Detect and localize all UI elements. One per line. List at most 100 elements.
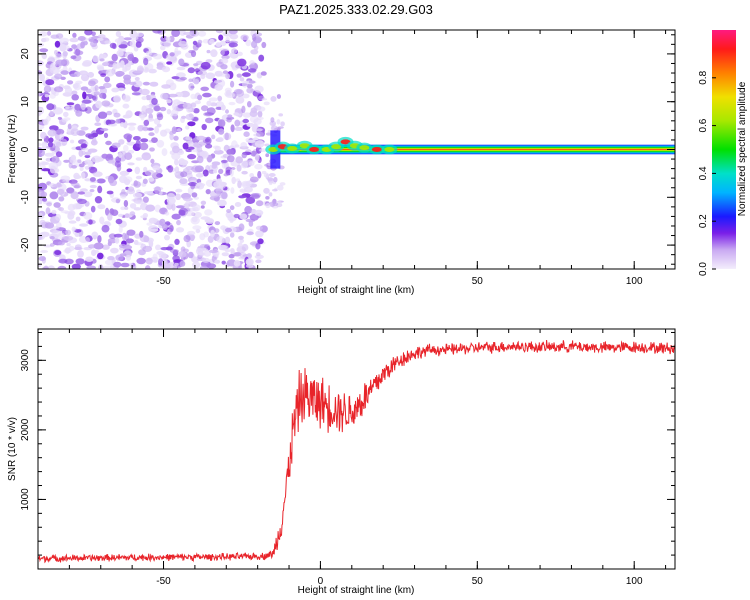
noise-cell <box>103 40 112 45</box>
noise-cell <box>67 123 72 130</box>
noise-cell <box>71 44 77 49</box>
noise-cell <box>142 126 150 132</box>
noise-cell <box>180 171 188 178</box>
noise-cell <box>59 37 69 44</box>
noise-cell <box>119 253 127 257</box>
noise-cell <box>239 252 247 259</box>
noise-cell <box>82 71 87 77</box>
noise-cell <box>115 118 121 124</box>
noise-cell <box>112 62 117 71</box>
noise-cell <box>221 260 226 265</box>
noise-cell <box>199 265 208 269</box>
noise-cell <box>240 142 248 148</box>
noise-cell <box>126 168 133 173</box>
noise-cell <box>60 210 69 214</box>
noise-cell <box>122 94 131 103</box>
spectrogram-heatmap <box>38 30 675 269</box>
noise-cell <box>218 34 224 41</box>
noise-cell <box>210 49 218 58</box>
noise-cell <box>93 91 101 96</box>
noise-cell <box>228 101 236 106</box>
noise-cell <box>99 92 106 99</box>
noise-cell <box>120 262 130 268</box>
noise-cell <box>225 73 231 80</box>
noise-cell <box>101 100 111 107</box>
noise-cell <box>261 41 267 49</box>
noise-cell <box>255 225 263 231</box>
noise-cell <box>104 76 111 83</box>
noise-cell <box>38 91 41 97</box>
noise-cell <box>251 194 260 200</box>
noise-cell <box>234 202 242 207</box>
noise-cell <box>209 102 218 107</box>
noise-cell <box>97 185 103 194</box>
noise-cell <box>166 61 173 65</box>
noise-cell <box>229 232 235 238</box>
noise-cell <box>208 97 219 102</box>
noise-cell <box>99 58 105 62</box>
noise-cell <box>263 187 270 194</box>
noise-cell <box>54 40 61 48</box>
noise-cell <box>184 210 195 217</box>
noise-cell <box>44 94 49 98</box>
noise-cell <box>129 211 136 216</box>
noise-cell <box>255 252 261 257</box>
noise-cell <box>80 126 89 131</box>
noise-cell <box>156 251 164 255</box>
noise-cell <box>145 265 151 269</box>
noise-cell <box>126 229 136 236</box>
noise-cell <box>270 96 277 102</box>
noise-cell <box>202 169 209 177</box>
noise-cell <box>150 158 155 164</box>
snr-panel: -50 0 50 100 1000 2000 3000 Height of straigh… <box>7 328 676 596</box>
noise-cell <box>119 60 125 68</box>
noise-cell <box>49 110 54 116</box>
noise-cell <box>63 235 74 241</box>
noise-cell <box>38 43 45 47</box>
snr-y-label: SNR (10 * v/v) <box>7 417 18 481</box>
noise-cell <box>84 159 93 165</box>
noise-cell <box>246 231 254 236</box>
noise-cell <box>70 55 77 60</box>
noise-cell <box>188 83 195 91</box>
noise-cell <box>47 141 54 148</box>
noise-cell <box>80 41 85 49</box>
noise-cell <box>254 163 263 170</box>
noise-cell <box>133 136 141 141</box>
noise-cell <box>221 252 229 257</box>
noise-cell <box>137 125 144 132</box>
noise-cell <box>205 189 211 195</box>
noise-cell <box>96 178 106 184</box>
noise-cell <box>38 212 43 217</box>
noise-cell <box>160 92 169 100</box>
noise-cell <box>196 135 206 141</box>
noise-cell <box>206 49 211 54</box>
noise-cell <box>231 48 238 54</box>
noise-cell <box>59 44 67 52</box>
noise-cell <box>187 67 195 74</box>
noise-cell <box>66 102 75 106</box>
noise-cell <box>185 136 193 141</box>
noise-cell <box>54 73 63 80</box>
noise-cell <box>106 190 114 195</box>
noise-cell <box>195 173 204 178</box>
noise-cell <box>141 96 147 101</box>
noise-cell <box>187 230 196 236</box>
noise-cell <box>69 156 76 164</box>
x-tick-label: -50 <box>156 576 171 587</box>
noise-cell <box>103 265 113 269</box>
noise-cell <box>254 140 265 148</box>
noise-cell <box>139 111 146 115</box>
noise-cell <box>125 238 134 244</box>
noise-cell <box>73 50 84 56</box>
noise-cell <box>110 209 119 216</box>
noise-cell <box>202 257 210 263</box>
noise-cell <box>270 117 275 123</box>
noise-cell <box>69 37 79 43</box>
noise-cell <box>79 203 85 208</box>
noise-cell <box>100 53 107 59</box>
noise-cell <box>49 67 60 74</box>
noise-cell <box>187 251 194 259</box>
noise-cell <box>244 205 253 214</box>
